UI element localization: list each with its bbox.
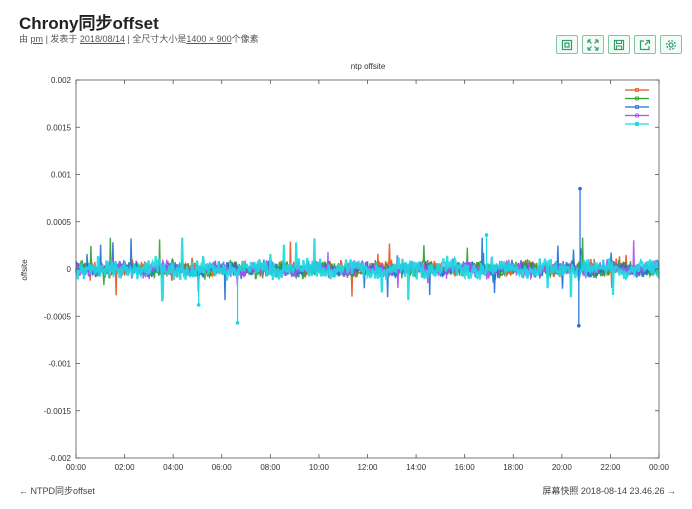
x-tick-label: 00:00 [649, 463, 670, 472]
previous-image-link[interactable]: ← NTPD同步offset [19, 486, 95, 496]
x-tick-label: 04:00 [163, 463, 184, 472]
x-tick-label: 18:00 [503, 463, 524, 472]
chart-title: ntp offsite [351, 62, 386, 71]
legend-marker [635, 113, 639, 118]
legend-marker [635, 105, 639, 109]
fullscreen-icon [587, 38, 599, 51]
next-image-link[interactable]: 屏幕快照 2018-08-14 23.46.26 → [542, 486, 676, 496]
y-tick-label: -0.0005 [44, 312, 72, 321]
by-prefix: 由 [19, 34, 29, 44]
y-axis-label: offsite [20, 259, 29, 281]
share-button[interactable] [634, 35, 656, 54]
date-link[interactable]: 2018/08/14 [79, 34, 125, 44]
share-icon [639, 39, 651, 50]
x-tick-label: 06:00 [212, 463, 233, 472]
x-tick-label: 10:00 [309, 463, 330, 472]
size-suffix: 个像素 [231, 34, 259, 44]
legend-marker [635, 88, 639, 92]
data-point [196, 303, 201, 307]
y-tick-label: 0.0015 [47, 123, 72, 132]
page-title: Chrony同步offset [19, 14, 159, 33]
x-tick-label: 12:00 [357, 463, 378, 472]
x-tick-label: 22:00 [600, 463, 621, 472]
chart-container: ntp offsite offsite 00:00 02:00 04:00 06:00… [0, 58, 692, 476]
settings-icon [666, 39, 676, 50]
y-tick-label: -0.001 [48, 360, 71, 369]
y-tick-label: 0.0005 [47, 218, 72, 227]
x-tick-label: 08:00 [260, 463, 281, 472]
posted-prefix: | 发表于 [45, 34, 78, 44]
data-point [577, 323, 581, 328]
save-button[interactable] [608, 35, 630, 54]
series-line [74, 237, 661, 302]
x-tick-label: 14:00 [406, 463, 427, 472]
size-prefix: | 全尺寸大小是 [127, 34, 187, 44]
legend-marker [635, 96, 639, 101]
data-point [235, 321, 240, 325]
y-tick-label: 0 [67, 265, 72, 274]
fit-button[interactable] [556, 35, 578, 54]
data-point [578, 186, 582, 191]
post-meta: 由 pm | 发表于 2018/08/14 | 全尺寸大小是1400 × 900… [19, 32, 259, 45]
y-tick-label: -0.002 [48, 454, 71, 463]
x-tick-label: 02:00 [115, 463, 136, 472]
y-tick-label: 0.001 [51, 171, 72, 180]
y-tick-label: -0.0015 [44, 407, 72, 416]
legend-marker [635, 122, 639, 126]
x-tick-label: 20:00 [552, 463, 573, 472]
x-tick-label: 16:00 [455, 463, 476, 472]
chart-toolbar [556, 35, 682, 54]
y-tick-label: 0.002 [51, 76, 72, 85]
x-tick-label: 00:00 [66, 463, 87, 472]
fullscreen-button[interactable] [582, 35, 604, 54]
data-point [484, 233, 489, 237]
full-size-link[interactable]: 1400 × 900 [186, 34, 232, 44]
author-link[interactable]: pm [30, 34, 44, 44]
fit-icon [561, 39, 573, 50]
offset-chart: ntp offsite offsite 00:00 02:00 04:00 06:00… [20, 62, 670, 472]
save-icon [613, 39, 625, 50]
chart-legend [625, 88, 649, 126]
settings-button[interactable] [660, 35, 682, 54]
